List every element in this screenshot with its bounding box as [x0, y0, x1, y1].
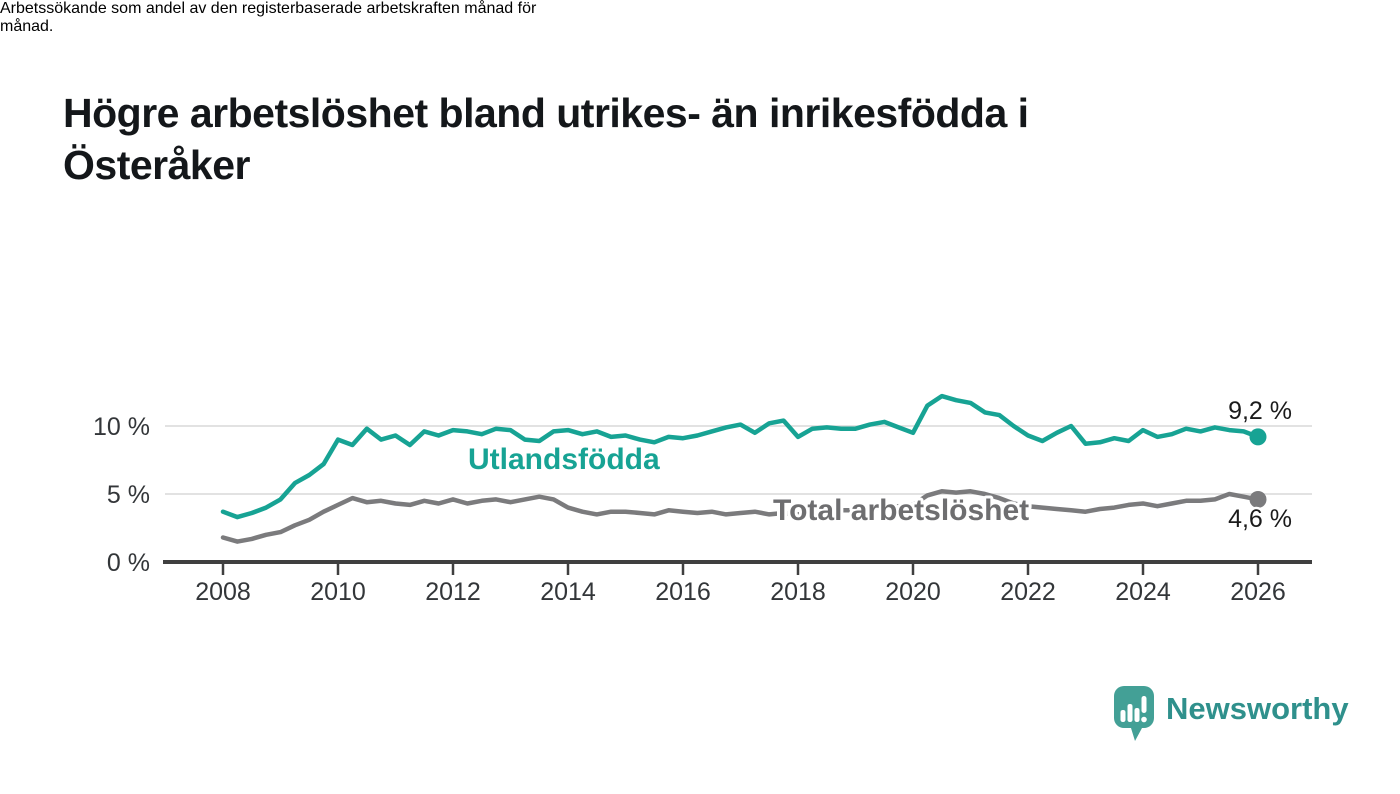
series-label-total-arbetsloshet: Total arbetslöshet — [773, 494, 1029, 527]
chart-title-line-2: Österåker — [63, 142, 250, 189]
x-tick-label: 2014 — [540, 578, 596, 606]
gridlines-group — [165, 425, 1312, 495]
x-tick-label: 2026 — [1230, 578, 1286, 606]
x-tick-label: 2020 — [885, 578, 941, 606]
logo-bubble-shape — [1114, 686, 1154, 741]
y-tick-label: 10 % — [93, 413, 150, 441]
logo-bar-2 — [1127, 704, 1133, 722]
series-end-dot-total-arbetsl-shet — [1249, 490, 1267, 508]
x-tick-label: 2010 — [310, 578, 366, 606]
chart-subtitle-line-1: Arbetssökande som andel av den registerb… — [0, 0, 537, 17]
logo-exclamation-dot — [1141, 716, 1147, 723]
brand-name: Newsworthy — [1166, 691, 1349, 726]
series-group — [220, 393, 1267, 544]
y-tick-label: 0 % — [107, 549, 150, 577]
chart-title: Högre arbetslöshet bland utrikes- än inr… — [63, 87, 1223, 191]
y-axis-labels-group: 0 % 5 % 10 % — [93, 413, 150, 577]
logo-bar-3 — [1134, 708, 1140, 722]
end-value-label-total-arbetsloshet: 4,6 % — [1228, 505, 1292, 533]
y-tick-label: 5 % — [107, 481, 150, 509]
series-label-utlandsfodda: Utlandsfödda — [468, 443, 660, 476]
x-tick-label: 2024 — [1115, 578, 1171, 606]
x-tick-label: 2016 — [655, 578, 711, 606]
x-axis-group: 2008 2010 2012 2014 2016 2018 2020 2022 2024 2026 — [163, 560, 1312, 606]
series-end-dot-utlandsf-dda — [1249, 428, 1267, 446]
chart-title-line-1: Högre arbetslöshet bland utrikes- än inr… — [63, 90, 1029, 137]
end-value-label-utlandsfodda: 9,2 % — [1228, 397, 1292, 425]
chart-subtitle-line-2: månad. — [0, 18, 54, 35]
x-tick-label: 2022 — [1000, 578, 1056, 606]
series-line-utlandsf-dda — [220, 393, 1261, 520]
logo-exclamation-bar — [1141, 696, 1147, 713]
x-tick-label: 2018 — [770, 578, 826, 606]
newsworthy-logo: Newsworthy — [1114, 686, 1349, 741]
x-tick-label: 2012 — [425, 578, 481, 606]
newsworthy-speech-bubble-bar-chart-icon — [1114, 686, 1154, 741]
series-line-total-arbetsl-shet — [220, 489, 1261, 544]
x-tick-label: 2008 — [195, 578, 251, 606]
logo-bar-1 — [1120, 710, 1126, 722]
